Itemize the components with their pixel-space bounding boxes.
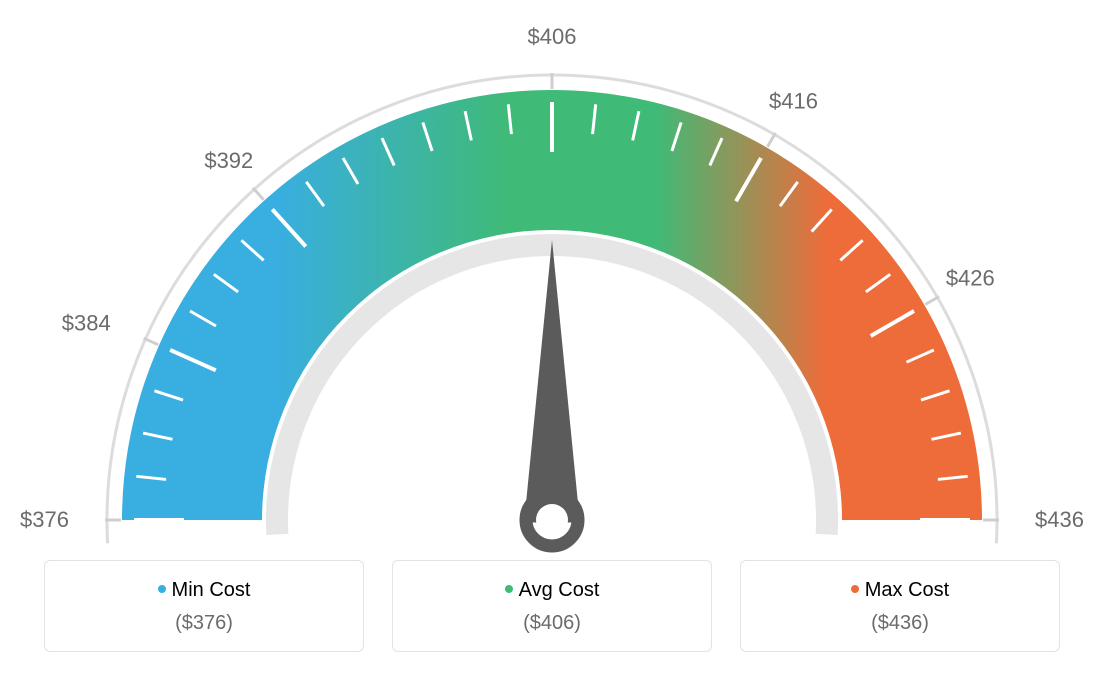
legend-title-max: Max Cost — [751, 579, 1049, 602]
gauge-tick-label: $426 — [946, 266, 995, 291]
legend-card-min: Min Cost ($376) — [44, 560, 364, 652]
dot-icon — [851, 585, 859, 593]
legend-title-avg: Avg Cost — [403, 579, 701, 602]
legend-title-min: Min Cost — [55, 579, 353, 602]
gauge-tick-label: $406 — [528, 24, 577, 49]
legend-row: Min Cost ($376) Avg Cost ($406) Max Cost… — [0, 560, 1104, 652]
legend-value-avg: ($406) — [403, 612, 701, 635]
legend-card-max: Max Cost ($436) — [740, 560, 1060, 652]
gauge-tick-label: $436 — [1035, 507, 1084, 532]
dot-icon — [158, 585, 166, 593]
gauge-svg: $376 $384 $392 $406 $416 $426 $436 — [0, 0, 1104, 560]
legend-label-min: Min Cost — [172, 579, 251, 601]
legend-label-avg: Avg Cost — [519, 579, 600, 601]
dot-icon — [505, 585, 513, 593]
cost-gauge: $376 $384 $392 $406 $416 $426 $436 — [0, 0, 1104, 560]
legend-label-max: Max Cost — [865, 579, 949, 601]
gauge-tick-label: $392 — [204, 148, 253, 173]
legend-card-avg: Avg Cost ($406) — [392, 560, 712, 652]
gauge-tick-label: $384 — [62, 311, 111, 336]
gauge-tick-label: $416 — [769, 89, 818, 114]
legend-value-max: ($436) — [751, 612, 1049, 635]
legend-value-min: ($376) — [55, 612, 353, 635]
gauge-tick-label: $376 — [20, 507, 69, 532]
